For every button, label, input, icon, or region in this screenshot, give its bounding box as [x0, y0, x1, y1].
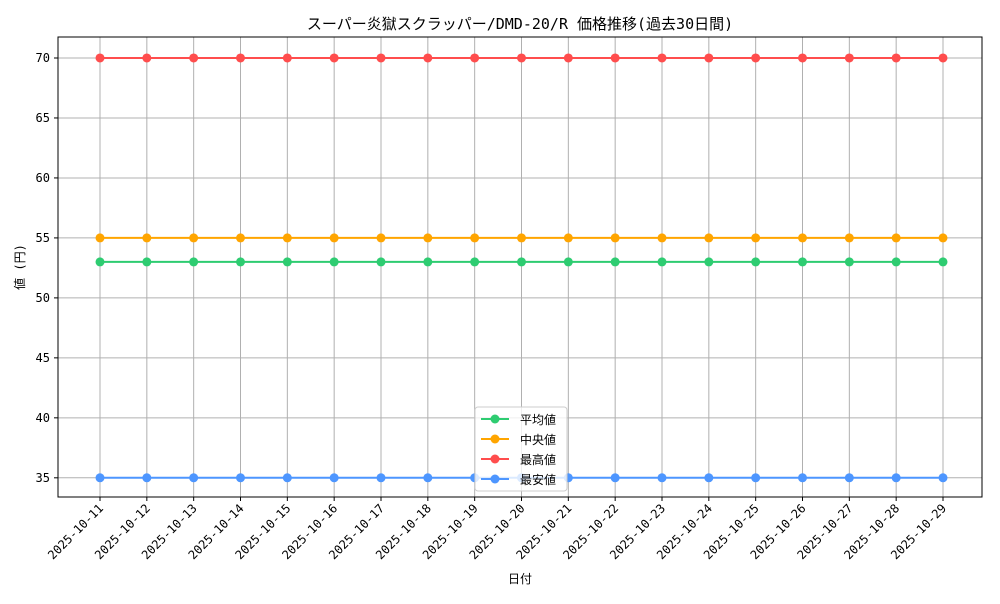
data-point — [142, 233, 152, 243]
data-point — [517, 257, 526, 267]
data-point — [189, 473, 199, 483]
data-point — [657, 473, 667, 483]
data-point — [142, 473, 152, 483]
data-point — [329, 233, 339, 243]
data-point — [844, 233, 854, 243]
y-tick-label: 60 — [36, 171, 50, 185]
legend-frame — [474, 406, 568, 492]
data-point — [751, 53, 761, 63]
y-tick-label: 40 — [36, 411, 50, 425]
data-point — [610, 473, 620, 483]
data-point — [95, 53, 105, 63]
data-point — [563, 257, 573, 267]
data-point — [657, 257, 667, 267]
data-point — [704, 53, 714, 63]
data-point — [610, 53, 620, 63]
data-point — [798, 473, 807, 483]
data-point — [470, 257, 480, 267]
data-point — [563, 233, 573, 243]
series-1 — [95, 233, 948, 243]
data-point — [423, 53, 433, 63]
data-point — [891, 473, 901, 483]
data-point — [470, 53, 480, 63]
data-point — [844, 53, 854, 63]
data-point — [938, 473, 948, 483]
data-point — [657, 53, 667, 63]
data-point — [376, 473, 386, 483]
data-point — [938, 233, 948, 243]
data-point — [517, 53, 526, 63]
y-axis-label: 値 (円) — [12, 244, 27, 290]
data-point — [236, 473, 245, 483]
data-point — [704, 473, 714, 483]
data-point — [376, 53, 386, 63]
y-tick-label: 50 — [36, 291, 50, 305]
data-point — [798, 233, 807, 243]
legend-label: 最高値 — [520, 452, 556, 467]
legend-label: 最安値 — [520, 472, 556, 487]
data-point — [282, 257, 292, 267]
data-point — [938, 53, 948, 63]
legend-marker — [490, 474, 500, 484]
series-2 — [95, 53, 948, 63]
data-point — [751, 233, 761, 243]
data-point — [236, 257, 245, 267]
data-point — [376, 233, 386, 243]
y-tick-label: 65 — [36, 111, 50, 125]
data-point — [236, 53, 245, 63]
legend-marker — [490, 454, 500, 464]
y-tick-label: 45 — [36, 351, 50, 365]
legend-marker — [490, 434, 500, 444]
data-point — [751, 473, 761, 483]
data-point — [236, 233, 245, 243]
data-point — [891, 53, 901, 63]
data-point — [704, 257, 714, 267]
data-point — [142, 53, 152, 63]
data-point — [704, 233, 714, 243]
data-point — [142, 257, 152, 267]
data-point — [189, 233, 199, 243]
data-point — [423, 233, 433, 243]
data-point — [95, 233, 105, 243]
data-point — [423, 257, 433, 267]
data-point — [189, 257, 199, 267]
chart-title: スーパー炎獄スクラッパー/DMD-20/R 価格推移(過去30日間) — [307, 15, 733, 33]
y-tick-label: 55 — [36, 231, 50, 245]
data-point — [282, 53, 292, 63]
data-point — [844, 473, 854, 483]
legend-marker — [490, 414, 500, 424]
data-point — [95, 257, 105, 267]
data-point — [844, 257, 854, 267]
data-point — [751, 257, 761, 267]
data-point — [329, 257, 339, 267]
data-point — [189, 53, 199, 63]
data-point — [376, 257, 386, 267]
series-0 — [95, 257, 948, 267]
data-point — [329, 473, 339, 483]
legend-label: 平均値 — [520, 412, 556, 427]
data-point — [610, 233, 620, 243]
data-point — [563, 53, 573, 63]
data-point — [891, 257, 901, 267]
data-point — [282, 233, 292, 243]
data-point — [329, 53, 339, 63]
data-point — [657, 233, 667, 243]
data-point — [798, 53, 807, 63]
data-point — [95, 473, 105, 483]
data-point — [891, 233, 901, 243]
legend-label: 中央値 — [520, 432, 556, 447]
data-point — [423, 473, 433, 483]
y-tick-label: 70 — [36, 51, 50, 65]
data-point — [517, 233, 526, 243]
data-point — [610, 257, 620, 267]
x-axis-label: 日付 — [508, 572, 532, 586]
plot-frame — [57, 36, 983, 498]
data-point — [798, 257, 807, 267]
y-tick-label: 35 — [36, 471, 50, 485]
data-point — [470, 233, 480, 243]
data-point — [938, 257, 948, 267]
data-point — [282, 473, 292, 483]
